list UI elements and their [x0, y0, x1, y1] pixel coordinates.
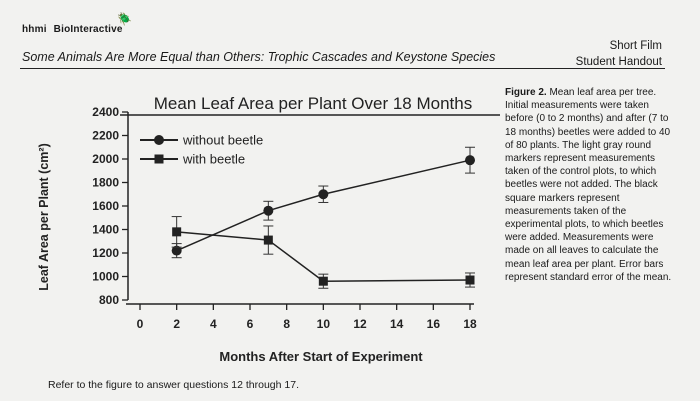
- figure-caption-text: Mean leaf area per tree. Initial measure…: [505, 87, 672, 283]
- beetle-logo-icon: 🪲: [117, 12, 132, 26]
- data-point-0-1: [263, 205, 274, 216]
- y-tick-label-1600: 1600: [92, 199, 119, 213]
- y-tick-label-2000: 2000: [92, 152, 119, 166]
- data-point-0-2: [318, 189, 329, 200]
- legend-marker-1: [154, 154, 164, 164]
- data-point-1-0: [172, 227, 182, 237]
- figure-caption: Figure 2. Mean leaf area per tree. Initi…: [505, 86, 675, 284]
- document-title: Some Animals Are More Equal than Others:…: [22, 50, 496, 64]
- y-axis-label: Leaf Area per Plant (cm²): [37, 143, 51, 291]
- y-tick-label-2200: 2200: [92, 129, 119, 143]
- x-tick-label-4: 4: [210, 317, 217, 331]
- x-tick-label-0: 0: [137, 317, 144, 331]
- y-tick-label-1200: 1200: [92, 246, 119, 260]
- brand-logo: hhmi BioInteractive: [22, 24, 123, 35]
- data-point-1-2: [318, 276, 328, 286]
- y-tick-label-1800: 1800: [92, 176, 119, 190]
- data-point-0-3: [465, 155, 475, 166]
- y-tick-label-2400: 2400: [92, 105, 119, 119]
- brand-name: BioInteractive: [53, 24, 123, 35]
- x-tick-label-2: 2: [173, 317, 180, 331]
- brand-prefix: hhmi: [22, 24, 47, 35]
- legend-marker-0: [154, 135, 164, 145]
- y-tick-label-800: 800: [99, 293, 119, 307]
- data-point-0-0: [171, 245, 182, 256]
- x-tick-label-12: 12: [353, 317, 367, 331]
- chart-series: [171, 146, 475, 289]
- series-line-1: [176, 231, 471, 282]
- x-tick-label-10: 10: [317, 317, 331, 331]
- series-line-0: [176, 159, 471, 252]
- chart-title: Mean Leaf Area per Plant Over 18 Months: [154, 94, 472, 113]
- x-tick-label-16: 16: [427, 317, 441, 331]
- data-point-1-1: [263, 235, 273, 245]
- legend-label-1: with beetle: [182, 152, 245, 167]
- x-tick-label-6: 6: [247, 317, 254, 331]
- header-divider: [20, 68, 665, 69]
- leaf-area-chart: Mean Leaf Area per Plant Over 18 Months …: [37, 94, 500, 364]
- x-tick-label-18: 18: [463, 317, 477, 331]
- document-type-line2: Student Handout: [575, 56, 662, 68]
- y-tick-label-1400: 1400: [92, 223, 119, 237]
- chart-legend: without beetle with beetle: [140, 133, 263, 167]
- x-tick-label-14: 14: [390, 317, 404, 331]
- x-axis-label: Months After Start of Experiment: [219, 349, 423, 364]
- chart-axes: 800 1000 1200 1400 1600 1800 2000 2200 2400 0 2 4 6 8…: [92, 105, 477, 331]
- data-point-1-3: [465, 275, 475, 285]
- figure-label: Figure 2.: [505, 87, 547, 98]
- legend-label-0: without beetle: [182, 133, 263, 148]
- footer-instructions: Refer to the figure to answer questions …: [48, 379, 299, 391]
- document-type-line1: Short Film: [609, 40, 662, 52]
- document-type: Short Film Student Handout: [576, 38, 662, 70]
- y-tick-label-1000: 1000: [92, 270, 119, 284]
- x-tick-label-8: 8: [283, 317, 290, 331]
